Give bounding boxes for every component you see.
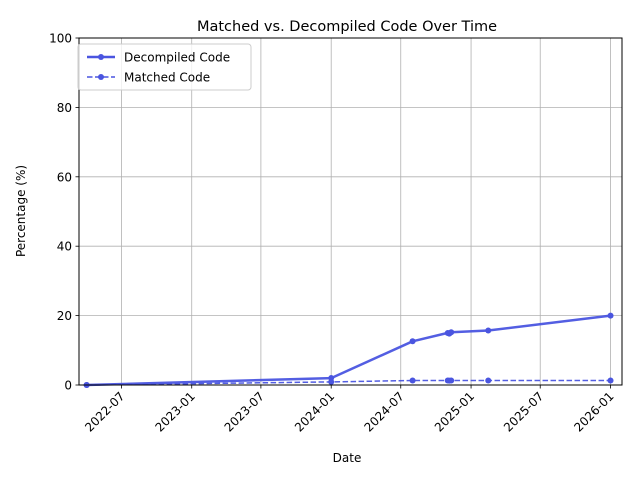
matched-code-point xyxy=(485,377,492,384)
y-tick-label: 60 xyxy=(57,170,72,184)
x-axis-label: Date xyxy=(333,451,362,465)
matched-code-point xyxy=(328,378,335,385)
decompiled-code-point xyxy=(409,338,416,345)
axis-ticks: 2022-07 2023-01 2023-07 2024-01 2024-07 2025-… xyxy=(49,32,617,435)
decompiled-code-point xyxy=(448,329,455,336)
decompiled-code-point xyxy=(607,312,614,319)
chart-title: Matched vs. Decompiled Code Over Time xyxy=(197,19,497,35)
legend-label-decompiled: Decompiled Code xyxy=(124,51,230,65)
y-tick-label: 100 xyxy=(49,32,72,46)
y-tick-label: 20 xyxy=(57,309,72,323)
legend-marker-decompiled xyxy=(98,54,104,60)
matched-code-point xyxy=(607,377,614,384)
series-layer xyxy=(83,312,614,388)
x-tick-label: 2024-01 xyxy=(292,389,337,434)
y-tick-label: 80 xyxy=(57,101,72,115)
x-tick-label: 2025-07 xyxy=(501,389,546,434)
y-axis-label: Percentage (%) xyxy=(14,165,28,257)
matched-code-point xyxy=(448,377,455,384)
legend-marker-matched xyxy=(98,74,104,80)
y-tick-label: 0 xyxy=(64,379,72,393)
x-tick-label: 2023-01 xyxy=(152,389,197,434)
decompiled-code-point xyxy=(485,327,492,334)
legend-box xyxy=(77,43,252,91)
y-tick-label: 40 xyxy=(57,240,72,254)
decompiled-code-line xyxy=(86,314,611,387)
x-tick-label: 2023-07 xyxy=(222,389,267,434)
x-tick-label: 2024-07 xyxy=(362,389,407,434)
x-tick-label: 2026-01 xyxy=(571,389,616,434)
matched-code-point xyxy=(409,377,416,384)
x-tick-label: 2022-07 xyxy=(82,389,127,434)
x-tick-label: 2025-01 xyxy=(432,389,477,434)
axes-frame xyxy=(78,37,623,386)
legend: Decompiled Code Matched Code xyxy=(77,43,252,91)
legend-label-matched: Matched Code xyxy=(124,71,210,85)
